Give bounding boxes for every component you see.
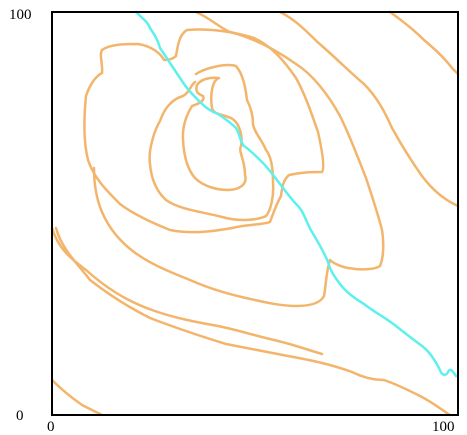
y-axis-max-label: 100 bbox=[9, 7, 32, 23]
x-axis-max-label: 100 bbox=[432, 419, 455, 435]
y-axis-min-label: 0 bbox=[16, 408, 24, 424]
x-axis-min-label: 0 bbox=[47, 419, 55, 435]
map-area bbox=[52, 12, 458, 415]
